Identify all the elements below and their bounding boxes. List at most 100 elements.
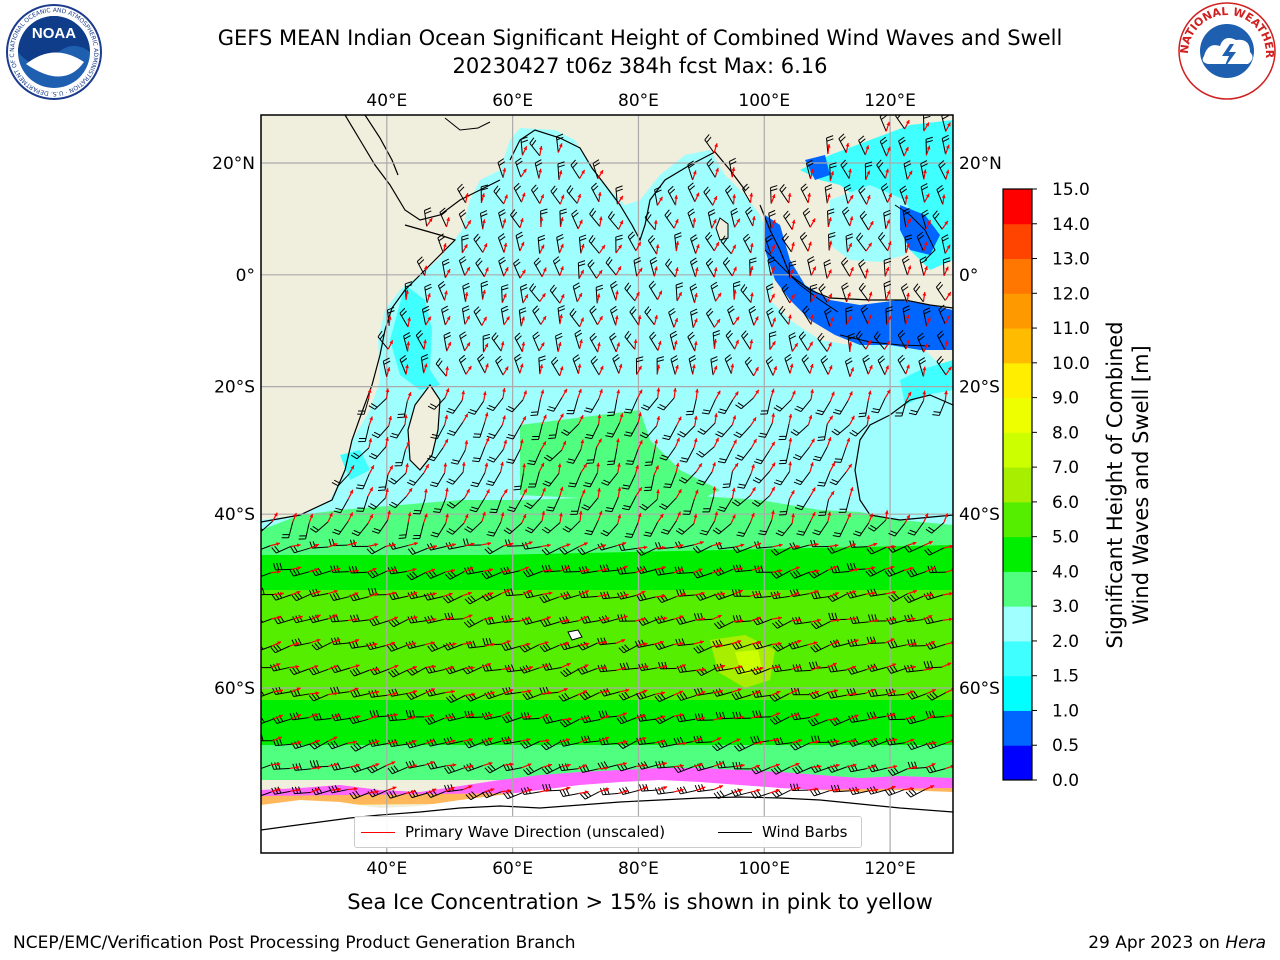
wave-arrowhead: [693, 513, 698, 518]
wind-barb: [355, 473, 370, 490]
wave-arrowhead: [692, 170, 697, 175]
date-text: 29 Apr 2023 on: [1088, 933, 1220, 953]
wind-barb: [925, 740, 946, 750]
wave-arrowhead: [931, 567, 936, 571]
colorbar-block: [1003, 501, 1032, 538]
wind-barb: [636, 547, 656, 556]
wave-arrowhead: [674, 219, 679, 224]
wave-arrowhead: [464, 292, 469, 296]
wave-direction-arrows: [270, 119, 953, 795]
wind-barb: [507, 497, 523, 512]
wind-barb: [540, 618, 560, 628]
wind-barb: [441, 258, 450, 278]
wind-barb: [827, 690, 847, 699]
wave-arrowhead: [717, 569, 722, 573]
wave-arrowhead: [869, 221, 874, 226]
wind-barb: [858, 185, 868, 205]
wave-arrowhead: [868, 314, 872, 319]
wind-barb: [829, 162, 837, 181]
wave-arrowhead: [694, 267, 699, 272]
wind-barb: [925, 764, 946, 774]
wind-barb: [662, 425, 678, 441]
machine-text: Hera: [1225, 933, 1266, 953]
wind-barb: [560, 641, 580, 651]
wind-barb: [542, 715, 563, 724]
wave-arrowhead: [732, 194, 737, 199]
wind-barb: [888, 593, 908, 602]
wind-barb: [926, 691, 947, 701]
wave-arrowhead: [467, 591, 472, 596]
wave-arrowhead: [452, 543, 456, 547]
wind-barb: [604, 496, 619, 513]
wave-arrowhead: [601, 245, 605, 250]
wind-barb: [637, 617, 658, 626]
wind-barb: [546, 397, 563, 412]
wind-barb: [261, 791, 272, 797]
wind-barb: [607, 211, 619, 230]
wave-arrowhead: [682, 592, 687, 597]
wind-barb: [868, 763, 888, 773]
gulf-coast: [444, 117, 491, 131]
lon-tick-bottom: 100°E: [738, 859, 790, 879]
wave-arrowhead: [787, 192, 792, 197]
wind-barb: [676, 588, 695, 597]
wind-barb: [809, 787, 830, 797]
wave-arrowhead: [679, 615, 684, 619]
colorbar-tick-label: 15.0: [1052, 180, 1090, 200]
wave-arrowhead: [661, 691, 666, 695]
wind-barb: [578, 764, 599, 773]
wave-arrowhead: [273, 512, 278, 517]
wind-barb: [405, 710, 425, 718]
wave-arrowhead: [659, 513, 664, 518]
wind-barb: [618, 786, 639, 795]
wave-arrowhead: [912, 665, 917, 670]
colorbar-block: [1003, 536, 1032, 572]
wind-barb: [464, 739, 484, 749]
wave-arrowhead: [349, 489, 354, 494]
wind-barb: [559, 208, 567, 228]
wave-arrowhead: [464, 513, 469, 518]
wave-arrowhead: [296, 788, 301, 792]
wind-barb: [350, 764, 371, 773]
wave-arrowhead: [597, 342, 601, 347]
wave-arrowhead: [391, 761, 396, 765]
wind-barb: [541, 546, 562, 556]
wave-arrowhead: [644, 664, 649, 669]
wave-arrowhead: [643, 786, 648, 790]
wave-arrowhead: [598, 270, 603, 275]
wind-barb: [732, 614, 752, 623]
wave-arrowhead: [316, 614, 321, 619]
wind-barb: [605, 256, 617, 276]
wave-arrowhead: [892, 617, 897, 622]
wave-arrowhead: [771, 266, 775, 271]
wind-barb: [765, 356, 774, 376]
wind-barb: [693, 612, 713, 621]
wave-arrowhead: [855, 787, 860, 792]
wave-arrowhead: [333, 665, 338, 669]
wind-barb: [445, 665, 465, 675]
wind-barb: [351, 522, 369, 537]
wave-arrowhead: [677, 416, 682, 421]
wave-arrowhead: [523, 390, 527, 395]
wave-arrowhead: [852, 763, 857, 768]
wind-barb: [330, 565, 349, 573]
wave-arrowhead: [354, 592, 359, 596]
wind-barb: [904, 545, 924, 553]
wind-barb: [562, 520, 581, 533]
wave-arrowhead: [717, 614, 722, 619]
colorbar-block: [1003, 328, 1032, 364]
wave-arrowhead: [541, 293, 546, 298]
wind-barb: [770, 765, 791, 775]
wave-arrowhead: [716, 390, 721, 395]
wave-arrowhead: [852, 665, 856, 670]
wave-arrowhead: [905, 147, 909, 152]
wind-barb: [291, 592, 312, 602]
wave-arrowhead: [544, 641, 549, 645]
wind-barb: [905, 788, 926, 798]
wave-arrowhead: [349, 512, 353, 517]
ocean-blue-2: [900, 205, 940, 255]
wave-arrowhead: [564, 593, 569, 598]
wind-barb: [559, 616, 579, 625]
wind-barb: [616, 762, 637, 772]
wind-barb: [430, 424, 446, 440]
